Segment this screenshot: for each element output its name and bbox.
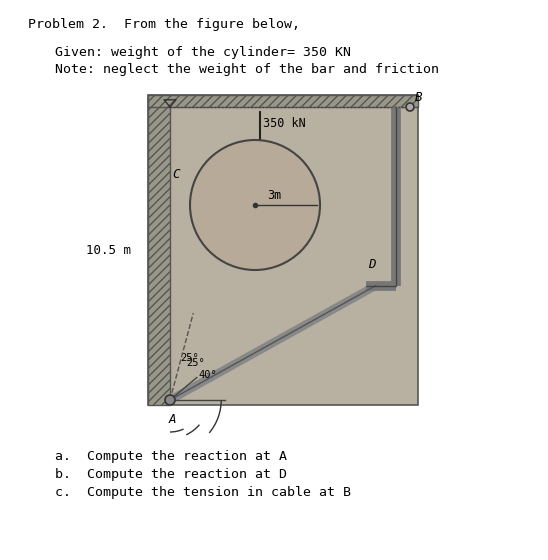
Text: 350 kN: 350 kN xyxy=(263,117,306,130)
Text: a.  Compute the reaction at A: a. Compute the reaction at A xyxy=(55,450,287,463)
Text: Problem 2.  From the figure below,: Problem 2. From the figure below, xyxy=(28,18,300,31)
Text: D: D xyxy=(368,258,375,270)
Text: 25°: 25° xyxy=(180,353,199,363)
Text: Given: weight of the cylinder= 350 KN: Given: weight of the cylinder= 350 KN xyxy=(55,46,351,59)
Text: Note: neglect the weight of the bar and friction: Note: neglect the weight of the bar and … xyxy=(55,63,439,76)
Circle shape xyxy=(165,395,175,405)
Text: C: C xyxy=(172,169,180,181)
Text: 3m: 3m xyxy=(267,189,281,202)
Circle shape xyxy=(190,140,320,270)
Circle shape xyxy=(406,103,414,111)
Text: A: A xyxy=(168,413,176,426)
Bar xyxy=(148,95,418,107)
Text: b.  Compute the reaction at D: b. Compute the reaction at D xyxy=(55,468,287,481)
Text: 40°: 40° xyxy=(198,370,217,380)
Bar xyxy=(148,95,418,405)
Text: c.  Compute the tension in cable at B: c. Compute the tension in cable at B xyxy=(55,486,351,499)
Text: 10.5 m: 10.5 m xyxy=(85,244,130,256)
Bar xyxy=(148,95,170,405)
Text: 25°: 25° xyxy=(186,358,205,367)
Text: B: B xyxy=(415,91,423,104)
